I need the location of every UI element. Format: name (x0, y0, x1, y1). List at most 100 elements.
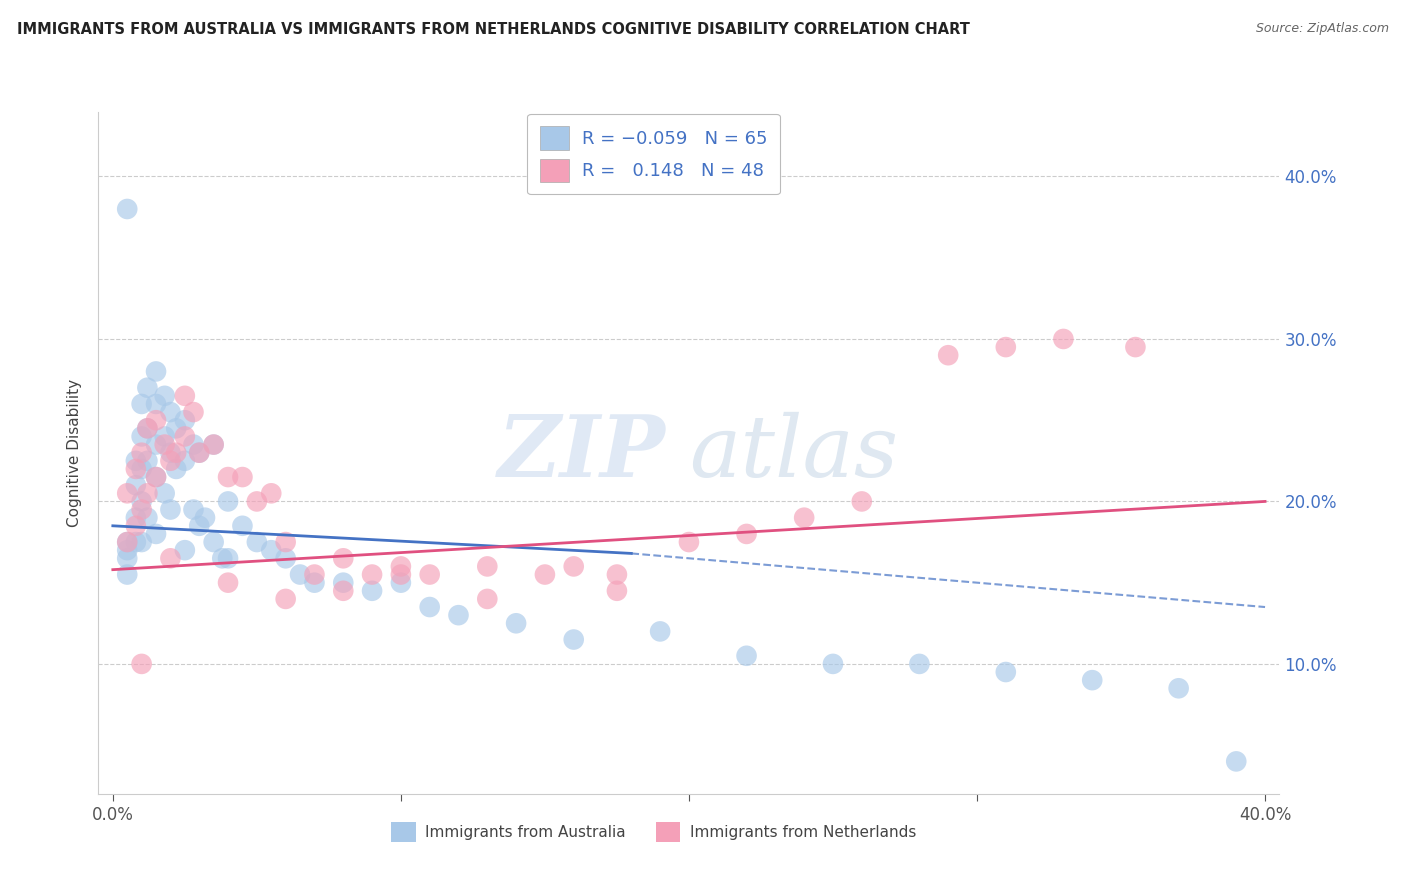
Point (260, 486, 283, 500)
Point (131, 429, 153, 443)
Point (145, 470, 167, 484)
Point (1125, 340, 1147, 354)
Point (115, 535, 138, 549)
Point (173, 543, 195, 558)
Point (332, 575, 354, 590)
Point (211, 551, 233, 566)
Point (115, 535, 138, 549)
Point (188, 445, 211, 460)
Point (145, 364, 167, 378)
Point (153, 429, 176, 443)
Point (165, 421, 187, 435)
Point (145, 397, 167, 411)
Point (534, 567, 557, 582)
Point (231, 470, 253, 484)
Text: Source: ZipAtlas.com: Source: ZipAtlas.com (1256, 22, 1389, 36)
Point (477, 591, 499, 606)
Point (136, 454, 159, 468)
Point (183, 437, 205, 451)
Point (274, 591, 297, 606)
Point (115, 486, 138, 500)
Point (735, 648, 758, 663)
Point (361, 583, 384, 598)
Point (477, 559, 499, 574)
Point (260, 543, 283, 558)
Point (217, 551, 239, 566)
Point (389, 575, 412, 590)
Point (304, 567, 326, 582)
Point (136, 381, 159, 395)
Point (136, 421, 159, 435)
Point (136, 421, 159, 435)
Text: IMMIGRANTS FROM AUSTRALIA VS IMMIGRANTS FROM NETHERLANDS COGNITIVE DISABILITY CO: IMMIGRANTS FROM AUSTRALIA VS IMMIGRANTS … (17, 22, 970, 37)
Point (159, 445, 181, 460)
Point (131, 397, 153, 411)
Point (125, 454, 148, 468)
Point (115, 543, 138, 558)
Point (159, 405, 181, 419)
Point (606, 567, 628, 582)
Point (908, 657, 931, 671)
Point (136, 486, 159, 500)
Point (131, 445, 153, 460)
Point (851, 494, 873, 508)
Point (145, 470, 167, 484)
Text: ZIP: ZIP (498, 411, 665, 494)
Legend: Immigrants from Australia, Immigrants from Netherlands: Immigrants from Australia, Immigrants fr… (385, 816, 922, 847)
Point (389, 567, 412, 582)
Point (419, 567, 441, 582)
Point (217, 575, 239, 590)
Point (246, 494, 269, 508)
Point (246, 535, 269, 549)
Point (505, 616, 527, 631)
Point (821, 657, 844, 671)
Point (153, 437, 176, 451)
Point (793, 510, 815, 524)
Point (202, 437, 225, 451)
Point (188, 445, 211, 460)
Point (361, 567, 384, 582)
Point (274, 535, 297, 549)
Point (173, 413, 195, 427)
Point (447, 608, 470, 623)
Point (994, 665, 1017, 679)
Point (125, 462, 148, 476)
Point (202, 437, 225, 451)
Point (125, 510, 148, 524)
Point (145, 413, 167, 427)
Point (332, 583, 354, 598)
Point (159, 454, 181, 468)
Point (188, 518, 211, 533)
Point (131, 502, 153, 516)
Point (562, 559, 585, 574)
Point (115, 202, 138, 216)
Point (936, 348, 959, 362)
Point (153, 389, 176, 403)
Point (1225, 755, 1247, 769)
Point (194, 510, 217, 524)
Point (1167, 681, 1189, 696)
Point (173, 389, 195, 403)
Point (1081, 673, 1104, 687)
Point (159, 551, 181, 566)
Point (165, 462, 187, 476)
Point (125, 478, 148, 492)
Point (1052, 332, 1074, 346)
Point (165, 445, 187, 460)
Point (115, 551, 138, 566)
Point (217, 470, 239, 484)
Point (115, 567, 138, 582)
Point (131, 657, 153, 671)
Point (131, 494, 153, 508)
Point (145, 437, 167, 451)
Point (202, 535, 225, 549)
Text: atlas: atlas (689, 411, 898, 494)
Point (145, 527, 167, 541)
Point (650, 624, 672, 639)
Point (606, 583, 628, 598)
Point (217, 494, 239, 508)
Point (131, 535, 153, 549)
Point (678, 535, 700, 549)
Point (274, 551, 297, 566)
Y-axis label: Cognitive Disability: Cognitive Disability (67, 378, 83, 527)
